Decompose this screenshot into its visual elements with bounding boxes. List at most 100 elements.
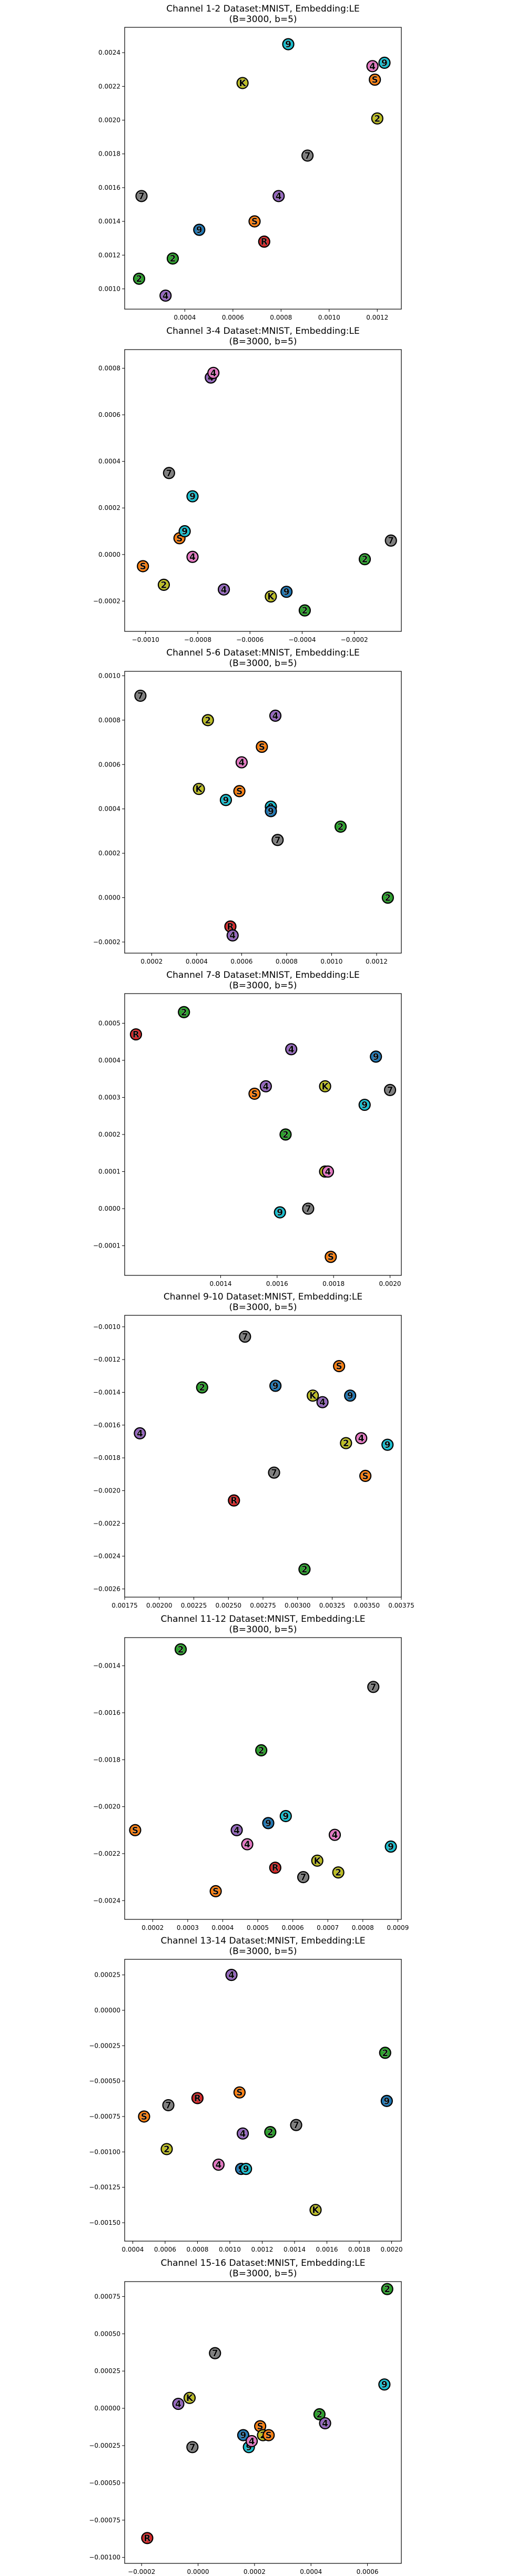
point-marker — [344, 1389, 357, 1402]
point-marker — [307, 1389, 319, 1402]
point-glyph: 7 — [138, 191, 145, 202]
point-marker — [201, 714, 214, 727]
data-point: 2 — [264, 2126, 277, 2139]
plot-area — [124, 27, 402, 310]
point-glyph: K — [267, 591, 275, 602]
point-glyph: 9 — [361, 1100, 368, 1110]
data-point: 2 — [332, 1866, 345, 1878]
point-glyph: 9 — [268, 806, 274, 817]
point-marker — [316, 1396, 329, 1408]
point-marker — [370, 1050, 382, 1062]
point-glyph: 2 — [385, 893, 391, 903]
point-glyph: 7 — [370, 1682, 377, 1692]
x-tick-label: 0.0014 — [284, 2246, 306, 2253]
x-tick-label: 0.0008 — [352, 1924, 374, 1931]
data-point: 4 — [272, 190, 285, 202]
y-tick-label: 0.0002 — [98, 1131, 120, 1138]
data-point: 7 — [297, 1870, 310, 1883]
data-point: R — [269, 1861, 281, 1874]
point-marker — [269, 1861, 281, 1874]
point-marker — [248, 1087, 261, 1100]
point-marker — [280, 585, 293, 598]
x-tick-label: 0.0020 — [379, 1280, 401, 1287]
x-tick-label: 0.00200 — [146, 1602, 173, 1609]
data-point: 9 — [265, 805, 277, 817]
point-glyph: 9 — [282, 1811, 289, 1822]
point-glyph: 7 — [388, 536, 394, 546]
y-tick-label: −0.00125 — [89, 2184, 120, 2191]
data-point: 9 — [262, 1816, 275, 1829]
point-marker — [262, 1816, 275, 1829]
data-point: 9 — [178, 525, 191, 537]
x-tick-label: 0.0006 — [282, 1924, 304, 1931]
y-tick-label: 0.00075 — [94, 2293, 120, 2300]
point-marker — [369, 73, 381, 86]
point-glyph: 7 — [189, 2442, 196, 2452]
point-marker — [174, 1643, 187, 1655]
point-glyph: 2 — [205, 715, 211, 726]
point-glyph: 4 — [369, 62, 376, 72]
x-tick-label: 0.0005 — [247, 1924, 269, 1931]
x-tick-label: 0.0006 — [222, 314, 244, 321]
point-marker — [378, 56, 391, 69]
point-marker — [186, 550, 199, 563]
x-tick-label: 0.0006 — [154, 2246, 176, 2253]
y-tick-label: −0.0024 — [93, 1897, 120, 1904]
point-marker — [186, 489, 199, 503]
data-point: S — [369, 73, 381, 86]
data-point: 7 — [239, 1330, 251, 1343]
point-glyph: 4 — [288, 1044, 295, 1055]
data-point: 4 — [245, 2435, 258, 2447]
y-tick-label: 0.00050 — [94, 2330, 120, 2337]
plot-area — [124, 993, 402, 1276]
point-glyph: 4 — [210, 368, 217, 379]
point-glyph: 9 — [277, 1208, 283, 1218]
scatter-chart: Channel 3-4 Dataset:MNIST, Embedding:LE(… — [93, 326, 402, 643]
x-tick-label: 0.0010 — [320, 958, 342, 965]
point-glyph: 2 — [384, 2284, 390, 2295]
point-marker — [160, 2143, 173, 2155]
point-marker — [367, 1680, 380, 1693]
y-tick-label: −0.0014 — [93, 1388, 120, 1396]
data-point: 9 — [193, 223, 206, 236]
point-marker — [209, 2347, 221, 2359]
data-point: K — [183, 2391, 196, 2404]
scatter-chart: Channel 9-10 Dataset:MNIST, Embedding:LE… — [93, 1292, 414, 1609]
chart-subtitle: (B=3000, b=5) — [229, 980, 297, 991]
point-glyph: 7 — [305, 151, 311, 161]
point-marker — [313, 2408, 326, 2420]
point-marker — [265, 805, 277, 817]
scatter-chart: Channel 11-12 Dataset:MNIST, Embedding:L… — [93, 1614, 409, 1931]
point-glyph: 4 — [325, 1167, 331, 1177]
data-point: 4 — [269, 709, 282, 722]
point-glyph: 4 — [215, 2160, 221, 2171]
y-tick-label: −0.0020 — [93, 1487, 120, 1494]
x-tick-label: 0.0002 — [141, 1924, 164, 1931]
y-tick-label: 0.0020 — [98, 117, 120, 124]
point-marker — [301, 149, 314, 162]
point-glyph: 2 — [161, 580, 167, 590]
point-glyph: 9 — [347, 1391, 353, 1402]
point-glyph: 2 — [316, 2409, 322, 2420]
point-marker — [358, 1098, 371, 1111]
data-point: 9 — [280, 585, 293, 598]
point-marker — [268, 1466, 280, 1479]
x-tick-label: 0.0018 — [348, 2246, 370, 2253]
data-point: 9 — [279, 1810, 292, 1822]
point-marker — [135, 190, 148, 202]
y-tick-label: 0.0006 — [98, 761, 120, 768]
data-point: S — [359, 1469, 372, 1482]
point-glyph: 2 — [382, 2048, 388, 2059]
point-marker — [279, 1128, 292, 1141]
point-marker — [226, 929, 239, 942]
point-marker — [264, 2126, 277, 2139]
data-point: S — [333, 1360, 346, 1373]
point-glyph: 4 — [240, 2129, 246, 2139]
data-point: 9 — [274, 1206, 286, 1219]
chart-title: Channel 7-8 Dataset:MNIST, Embedding:LE — [166, 970, 359, 980]
data-point: 2 — [340, 1437, 352, 1449]
data-point: S — [233, 785, 246, 798]
data-point: 4 — [159, 289, 172, 302]
data-point: R — [258, 236, 270, 248]
y-tick-label: −0.0022 — [93, 1849, 120, 1857]
